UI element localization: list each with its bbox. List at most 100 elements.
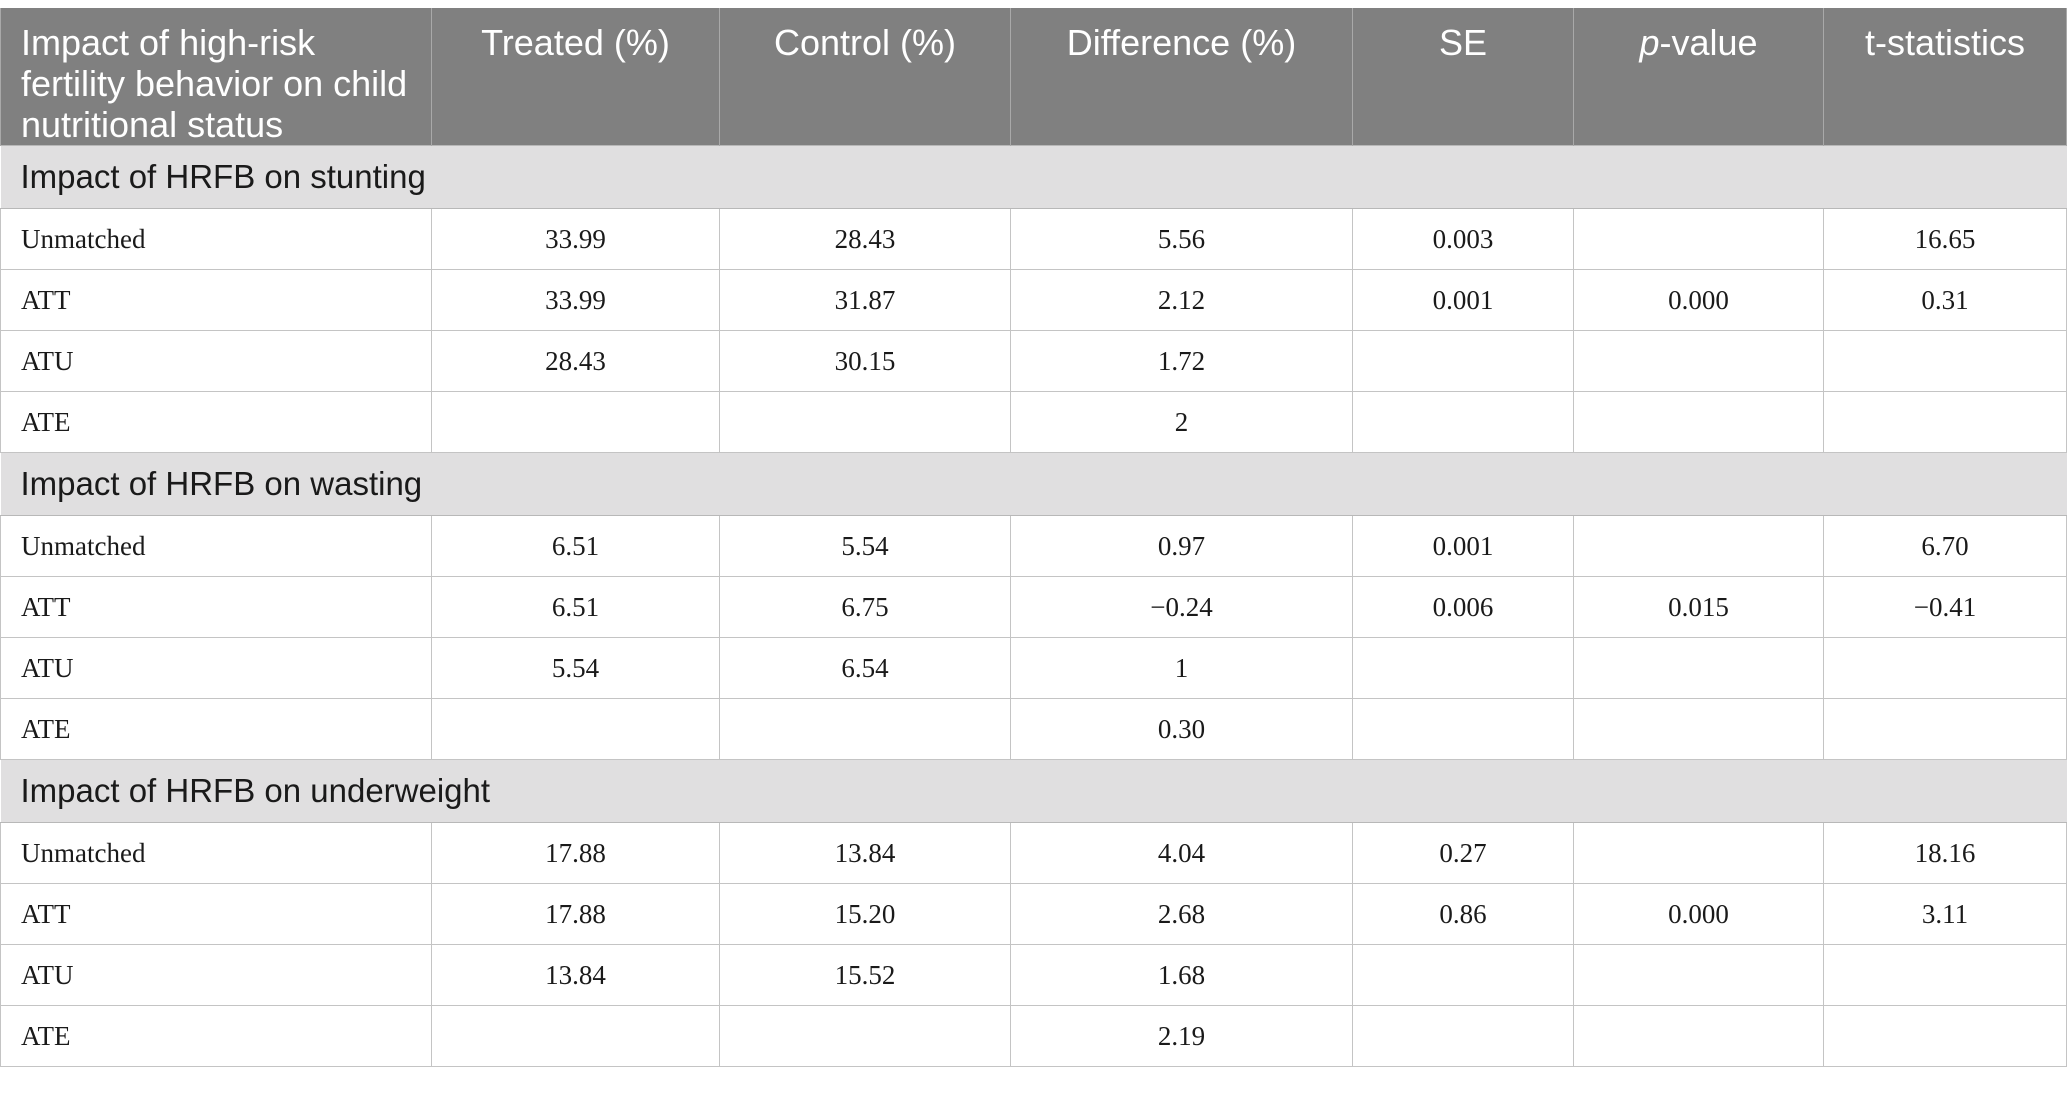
header-pvalue-p: p	[1639, 22, 1660, 63]
header-tstat: t-statistics	[1823, 8, 2067, 146]
cell-treated: 6.51	[431, 576, 720, 638]
section-row: Impact of HRFB on wasting	[0, 452, 2067, 516]
section-title: Impact of HRFB on underweight	[0, 759, 2067, 823]
section-row: Impact of HRFB on stunting	[0, 145, 2067, 209]
cell-control: 5.54	[719, 515, 1011, 577]
cell-pvalue	[1573, 1005, 1824, 1067]
cell-treated: 17.88	[431, 883, 720, 945]
row-label: ATT	[0, 269, 432, 331]
cell-control	[719, 391, 1011, 453]
cell-difference: 5.56	[1010, 208, 1353, 270]
cell-pvalue	[1573, 330, 1824, 392]
cell-difference: −0.24	[1010, 576, 1353, 638]
row-label: ATU	[0, 637, 432, 699]
cell-pvalue	[1573, 944, 1824, 1006]
cell-treated	[431, 698, 720, 760]
cell-pvalue	[1573, 822, 1824, 884]
cell-se: 0.86	[1352, 883, 1574, 945]
cell-difference: 0.30	[1010, 698, 1353, 760]
cell-pvalue	[1573, 637, 1824, 699]
row-label: ATU	[0, 330, 432, 392]
table-row: ATU 13.84 15.52 1.68	[0, 944, 2067, 1006]
row-label: ATE	[0, 391, 432, 453]
table-header: Impact of high-risk fertility behavior o…	[0, 8, 2067, 146]
cell-treated: 33.99	[431, 208, 720, 270]
table-row: ATE 2.19	[0, 1005, 2067, 1067]
cell-difference: 1	[1010, 637, 1353, 699]
cell-tstat: 3.11	[1823, 883, 2067, 945]
header-control: Control (%)	[719, 8, 1011, 146]
table-row: ATT 33.99 31.87 2.12 0.001 0.000 0.31	[0, 269, 2067, 331]
header-treated: Treated (%)	[431, 8, 720, 146]
row-label: ATE	[0, 1005, 432, 1067]
header-se: SE	[1352, 8, 1574, 146]
cell-difference: 2.12	[1010, 269, 1353, 331]
cell-pvalue: 0.000	[1573, 269, 1824, 331]
row-label: Unmatched	[0, 515, 432, 577]
header-row: Impact of high-risk fertility behavior o…	[0, 8, 2067, 146]
cell-se	[1352, 698, 1574, 760]
table-row: ATE 0.30	[0, 698, 2067, 760]
cell-pvalue	[1573, 208, 1824, 270]
cell-control	[719, 698, 1011, 760]
cell-tstat	[1823, 944, 2067, 1006]
table-row: Unmatched 6.51 5.54 0.97 0.001 6.70	[0, 515, 2067, 577]
cell-tstat	[1823, 391, 2067, 453]
cell-se	[1352, 391, 1574, 453]
cell-difference: 0.97	[1010, 515, 1353, 577]
cell-treated	[431, 391, 720, 453]
header-difference: Difference (%)	[1010, 8, 1353, 146]
cell-tstat	[1823, 330, 2067, 392]
cell-tstat: −0.41	[1823, 576, 2067, 638]
cell-difference: 1.72	[1010, 330, 1353, 392]
cell-control: 15.52	[719, 944, 1011, 1006]
cell-control: 6.54	[719, 637, 1011, 699]
cell-tstat	[1823, 698, 2067, 760]
header-pvalue-suffix: -value	[1659, 22, 1758, 63]
cell-tstat: 0.31	[1823, 269, 2067, 331]
cell-tstat	[1823, 637, 2067, 699]
cell-difference: 4.04	[1010, 822, 1353, 884]
cell-treated: 5.54	[431, 637, 720, 699]
cell-se: 0.27	[1352, 822, 1574, 884]
cell-se	[1352, 1005, 1574, 1067]
cell-difference: 1.68	[1010, 944, 1353, 1006]
row-label: ATU	[0, 944, 432, 1006]
table-row: ATT 17.88 15.20 2.68 0.86 0.000 3.11	[0, 883, 2067, 945]
cell-treated: 33.99	[431, 269, 720, 331]
section-title: Impact of HRFB on stunting	[0, 145, 2067, 209]
cell-treated	[431, 1005, 720, 1067]
table-row: Unmatched 17.88 13.84 4.04 0.27 18.16	[0, 822, 2067, 884]
row-label: ATT	[0, 883, 432, 945]
cell-control: 15.20	[719, 883, 1011, 945]
table-row: ATT 6.51 6.75 −0.24 0.006 0.015 −0.41	[0, 576, 2067, 638]
cell-difference: 2.19	[1010, 1005, 1353, 1067]
cell-treated: 17.88	[431, 822, 720, 884]
row-label: Unmatched	[0, 822, 432, 884]
cell-tstat: 18.16	[1823, 822, 2067, 884]
cell-tstat: 6.70	[1823, 515, 2067, 577]
cell-control: 31.87	[719, 269, 1011, 331]
cell-control: 6.75	[719, 576, 1011, 638]
cell-pvalue: 0.015	[1573, 576, 1824, 638]
row-label: ATT	[0, 576, 432, 638]
table-body: Impact of HRFB on stunting Unmatched 33.…	[0, 145, 2067, 1067]
table-row: ATU 28.43 30.15 1.72	[0, 330, 2067, 392]
cell-se: 0.003	[1352, 208, 1574, 270]
cell-se	[1352, 330, 1574, 392]
cell-pvalue	[1573, 515, 1824, 577]
cell-se	[1352, 637, 1574, 699]
cell-difference: 2.68	[1010, 883, 1353, 945]
header-outcome: Impact of high-risk fertility behavior o…	[0, 8, 432, 146]
cell-difference: 2	[1010, 391, 1353, 453]
row-label: ATE	[0, 698, 432, 760]
header-pvalue: p-value	[1573, 8, 1824, 146]
cell-tstat: 16.65	[1823, 208, 2067, 270]
cell-pvalue	[1573, 698, 1824, 760]
section-title: Impact of HRFB on wasting	[0, 452, 2067, 516]
cell-control: 13.84	[719, 822, 1011, 884]
row-label: Unmatched	[0, 208, 432, 270]
cell-pvalue: 0.000	[1573, 883, 1824, 945]
cell-se: 0.006	[1352, 576, 1574, 638]
cell-se: 0.001	[1352, 269, 1574, 331]
